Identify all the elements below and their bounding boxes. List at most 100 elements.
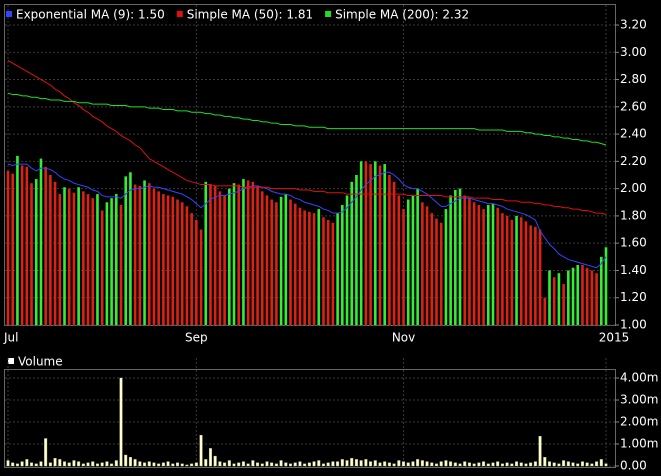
price-bar bbox=[293, 203, 297, 325]
volume-bar bbox=[354, 459, 358, 467]
legend-swatch bbox=[325, 11, 332, 17]
price-bar bbox=[228, 188, 231, 325]
y-tick-label: 4.00m bbox=[620, 371, 658, 385]
price-bar bbox=[96, 194, 99, 325]
volume-bar bbox=[467, 462, 471, 467]
price-bar bbox=[303, 210, 306, 325]
volume-bar bbox=[496, 461, 500, 467]
volume-bar bbox=[128, 457, 132, 467]
volume-bar bbox=[373, 460, 377, 467]
price-bar bbox=[552, 277, 556, 325]
volume-bar bbox=[289, 463, 293, 467]
price-bar bbox=[397, 195, 401, 325]
volume-bar bbox=[199, 435, 203, 467]
price-bar bbox=[331, 222, 335, 325]
volume-bar bbox=[53, 458, 57, 467]
price-bar bbox=[6, 170, 10, 325]
price-bar bbox=[562, 284, 565, 325]
volume-bar bbox=[321, 463, 325, 467]
price-bar bbox=[119, 205, 123, 325]
volume-bar bbox=[538, 436, 542, 467]
volume-bar bbox=[331, 461, 335, 467]
price-bar bbox=[482, 209, 485, 325]
price-bar bbox=[260, 191, 264, 325]
x-tick-label: 2015 bbox=[599, 331, 630, 345]
price-bar bbox=[251, 181, 255, 325]
ma-line bbox=[7, 163, 607, 269]
volume-bar bbox=[274, 463, 278, 467]
volume-bar bbox=[505, 462, 509, 467]
price-bar bbox=[341, 205, 344, 325]
price-bar bbox=[180, 202, 184, 325]
volume-bar bbox=[599, 459, 603, 467]
price-bar bbox=[567, 270, 570, 325]
y-tick-label: 2.00m bbox=[620, 415, 658, 429]
price-bar bbox=[604, 247, 608, 325]
volume-bar bbox=[251, 460, 255, 467]
volume-bar bbox=[293, 462, 297, 467]
y-tick-label: 1.20 bbox=[620, 290, 647, 304]
price-bar bbox=[124, 176, 128, 325]
price-bar bbox=[72, 192, 76, 325]
volume-bar bbox=[552, 462, 556, 467]
volume-bar bbox=[152, 462, 156, 467]
price-bar bbox=[11, 173, 15, 325]
price-bar bbox=[491, 203, 495, 325]
price-bar bbox=[44, 166, 47, 325]
price-bar bbox=[317, 209, 321, 325]
volume-title: Volume bbox=[18, 355, 63, 369]
volume-bar bbox=[359, 460, 363, 467]
volume-bar bbox=[472, 463, 476, 467]
x-tick-label: Jul bbox=[3, 331, 18, 345]
price-bar bbox=[571, 267, 575, 325]
price-bar bbox=[538, 229, 542, 325]
volume-bar bbox=[439, 461, 443, 467]
price-bar bbox=[425, 206, 429, 325]
price-bar bbox=[524, 221, 528, 325]
volume-bar bbox=[430, 462, 434, 467]
price-bar bbox=[100, 210, 104, 325]
price-bar bbox=[152, 188, 156, 325]
volume-bar bbox=[317, 460, 321, 467]
volume-bar bbox=[161, 462, 165, 467]
volume-bar bbox=[72, 460, 76, 467]
price-bar bbox=[359, 161, 363, 325]
volume-bar bbox=[91, 461, 95, 467]
price-bar bbox=[435, 218, 438, 325]
price-bar bbox=[49, 175, 52, 325]
volume-bar bbox=[515, 461, 519, 467]
price-bar bbox=[147, 183, 151, 325]
volume-bar bbox=[491, 462, 495, 467]
price-bar bbox=[30, 183, 33, 325]
volume-bar bbox=[425, 461, 429, 467]
price-bar bbox=[82, 191, 85, 325]
price-bar bbox=[237, 184, 241, 325]
price-bar bbox=[458, 188, 462, 325]
volume-bar bbox=[204, 459, 208, 467]
volume-bar bbox=[416, 459, 420, 467]
price-bar bbox=[143, 180, 146, 325]
price-bar bbox=[275, 202, 278, 325]
volume-bar bbox=[39, 461, 43, 467]
price-bar bbox=[209, 184, 212, 325]
volume-bar bbox=[378, 462, 382, 467]
legend-label: Exponential MA (9): 1.50 bbox=[16, 8, 165, 22]
price-bar bbox=[195, 220, 198, 325]
volume-bar bbox=[482, 461, 486, 467]
volume-bar bbox=[595, 461, 599, 467]
volume-bar bbox=[580, 461, 584, 467]
price-bar bbox=[63, 187, 66, 325]
price-bar bbox=[162, 194, 165, 325]
legend-label: Simple MA (200): 2.32 bbox=[335, 8, 469, 22]
price-bar bbox=[543, 297, 547, 325]
price-bar bbox=[345, 195, 349, 325]
volume-bar bbox=[449, 461, 453, 467]
price-bar bbox=[298, 207, 302, 325]
volume-bar bbox=[387, 462, 391, 467]
price-bar bbox=[86, 194, 90, 325]
y-tick-label: 2.60 bbox=[620, 99, 647, 113]
price-bar bbox=[322, 217, 325, 325]
price-bar bbox=[270, 199, 273, 325]
price-bar bbox=[176, 199, 179, 325]
